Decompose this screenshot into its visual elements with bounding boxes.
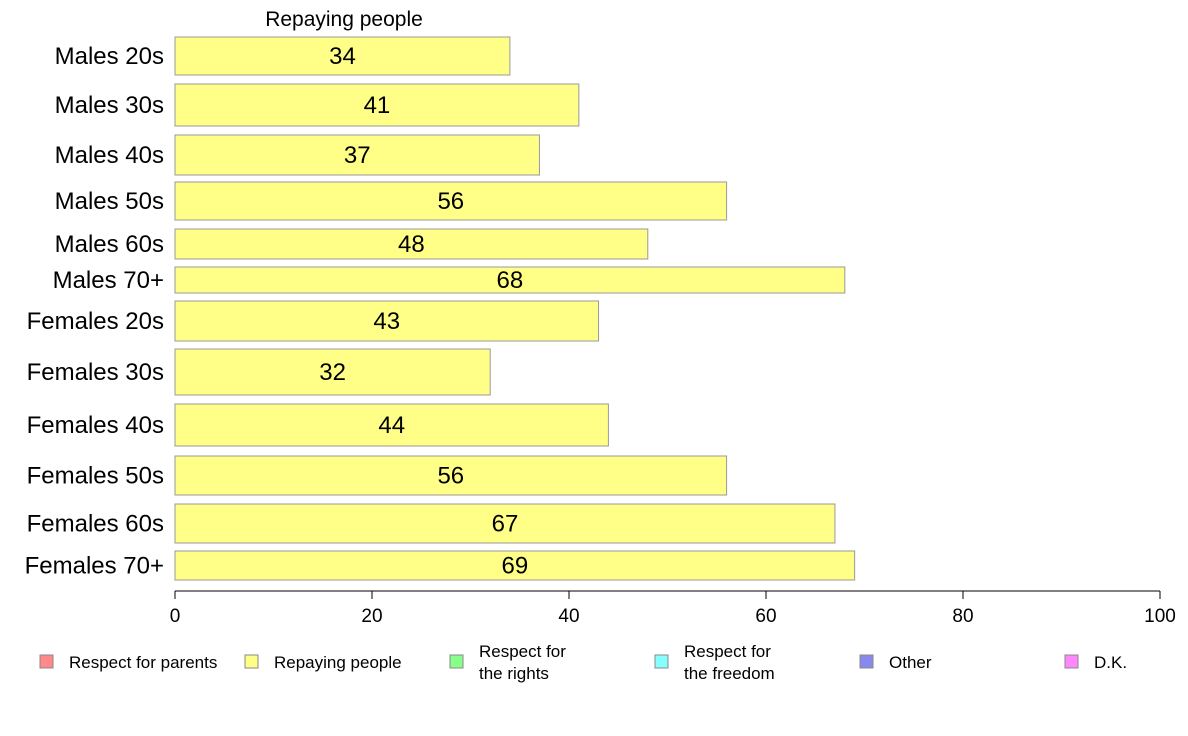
legend-label: Respect for bbox=[684, 642, 771, 661]
series-title: Repaying people bbox=[265, 8, 423, 31]
bar bbox=[174, 266, 846, 294]
bar bbox=[174, 348, 491, 396]
bar bbox=[174, 228, 649, 260]
bar-value-label: 68 bbox=[497, 267, 524, 294]
bar-value-label: 56 bbox=[437, 463, 464, 490]
legend-label: the freedom bbox=[684, 664, 775, 683]
bar bbox=[174, 36, 511, 76]
legend-swatch bbox=[654, 654, 669, 669]
x-tick-label: 20 bbox=[361, 606, 382, 627]
x-tick-label: 60 bbox=[755, 606, 776, 627]
bar-value-label: 48 bbox=[398, 231, 425, 258]
bar bbox=[174, 503, 836, 544]
category-label: Males 70+ bbox=[53, 267, 164, 294]
bar bbox=[174, 83, 580, 127]
category-label: Males 30s bbox=[55, 92, 164, 119]
category-label: Males 50s bbox=[55, 188, 164, 215]
category-label: Males 60s bbox=[55, 231, 164, 258]
bar bbox=[174, 181, 728, 221]
bar-value-label: 69 bbox=[501, 553, 528, 580]
legend-label: Other bbox=[889, 653, 932, 672]
bar-value-label: 32 bbox=[319, 359, 346, 386]
category-label: Females 50s bbox=[27, 463, 164, 490]
category-label: Females 30s bbox=[27, 359, 164, 386]
legend-label: Respect for parents bbox=[69, 653, 217, 672]
bar-value-label: 34 bbox=[329, 43, 356, 70]
legend-swatch bbox=[39, 654, 54, 669]
x-tick-label: 40 bbox=[558, 606, 579, 627]
x-tick-label: 0 bbox=[170, 606, 181, 627]
legend-label: D.K. bbox=[1094, 653, 1127, 672]
bar-value-label: 44 bbox=[378, 412, 405, 439]
bar bbox=[174, 550, 856, 581]
category-label: Females 70+ bbox=[25, 553, 164, 580]
legend-label: the rights bbox=[479, 664, 549, 683]
x-axis: 0 20 40 60 80 100 bbox=[170, 590, 1176, 627]
legend-label: Respect for bbox=[479, 642, 566, 661]
bar bbox=[174, 403, 609, 447]
legend: Respect for parents Repaying people Respec… bbox=[39, 642, 1127, 683]
x-tick-label: 80 bbox=[952, 606, 973, 627]
legend-swatch bbox=[449, 654, 464, 669]
bar-value-label: 67 bbox=[492, 511, 519, 538]
category-label: Males 20s bbox=[55, 43, 164, 70]
bar bbox=[174, 300, 600, 342]
legend-swatch bbox=[244, 654, 259, 669]
bar-value-label: 56 bbox=[437, 188, 464, 215]
category-label: Males 40s bbox=[55, 142, 164, 169]
bars-group: Males 20s 34 Males 30s 41 Males 40s 37 Males 5… bbox=[25, 36, 856, 581]
category-label: Females 40s bbox=[27, 412, 164, 439]
bar-value-label: 37 bbox=[344, 142, 371, 169]
bar-value-label: 43 bbox=[373, 308, 400, 335]
legend-swatch bbox=[859, 654, 874, 669]
legend-label: Repaying people bbox=[274, 653, 402, 672]
bar bbox=[174, 134, 540, 176]
bar bbox=[174, 455, 728, 496]
category-label: Females 60s bbox=[27, 511, 164, 538]
x-tick-label: 100 bbox=[1144, 606, 1176, 627]
category-label: Females 20s bbox=[27, 308, 164, 335]
bar-value-label: 41 bbox=[364, 92, 391, 119]
legend-swatch bbox=[1064, 654, 1079, 669]
